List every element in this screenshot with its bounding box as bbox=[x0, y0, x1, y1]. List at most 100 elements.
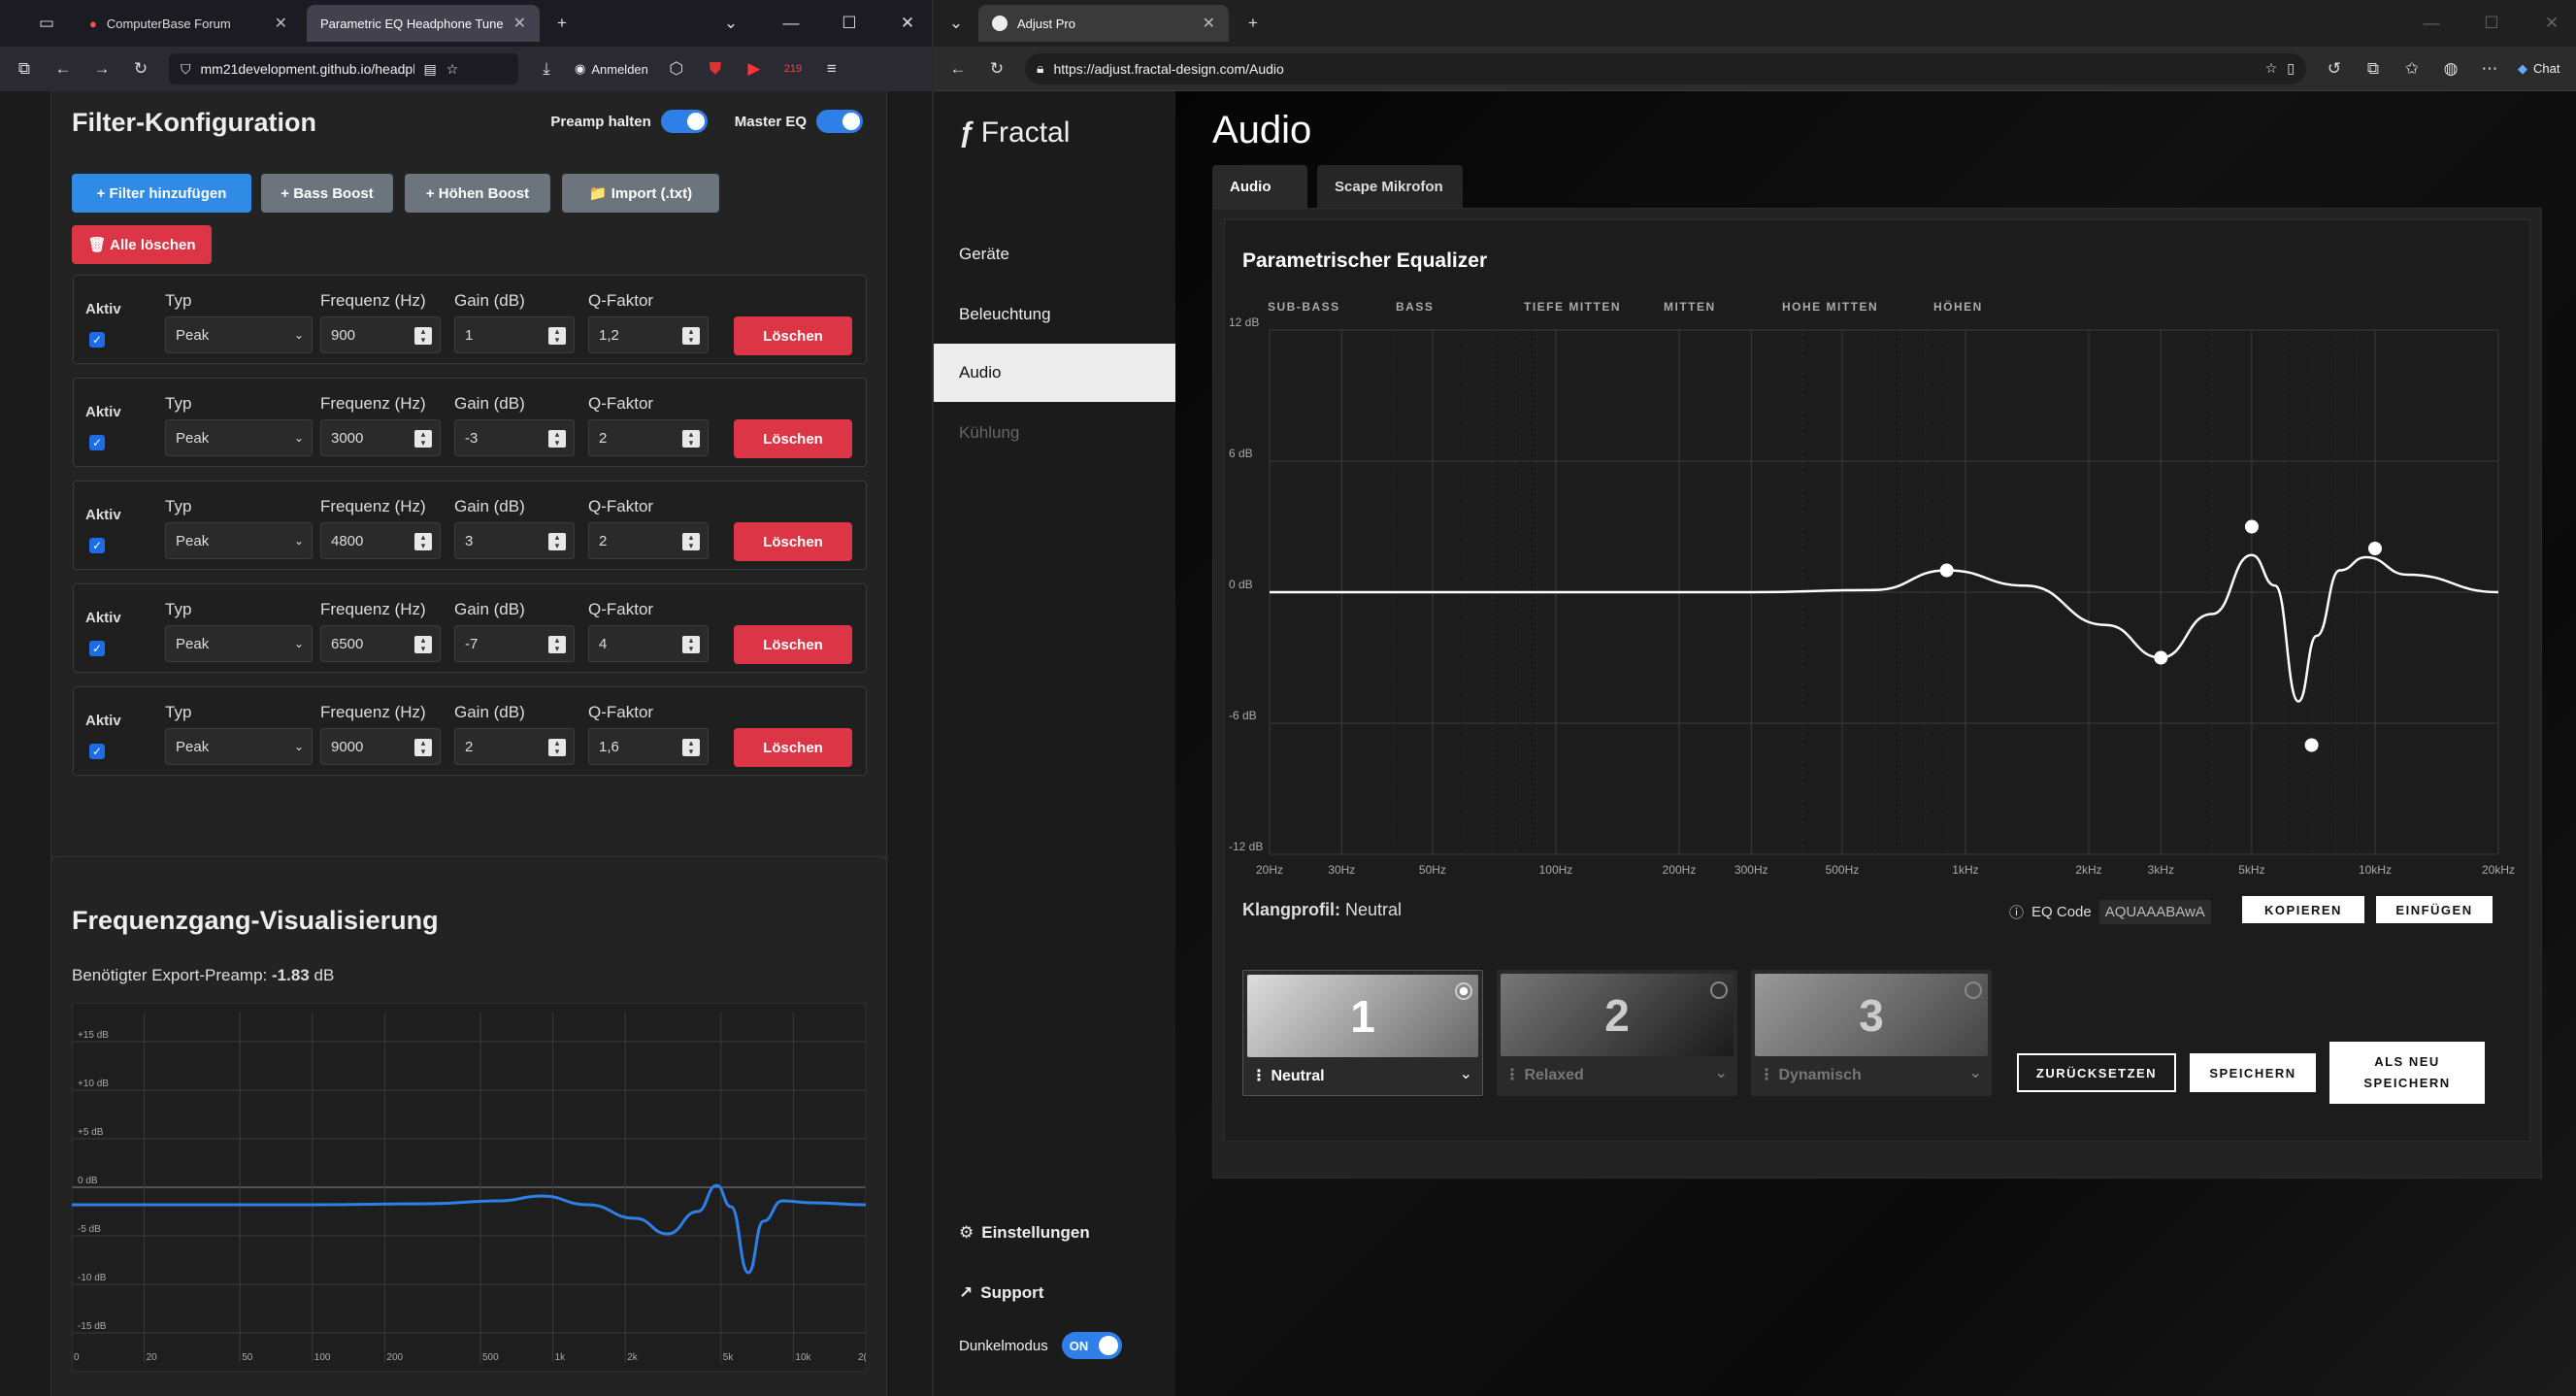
chevron-down-icon[interactable]: ⌄ bbox=[1459, 1066, 1472, 1082]
treble-boost-button[interactable]: + Höhen Boost bbox=[405, 174, 550, 213]
tab-eq-tuner[interactable]: Parametric EQ Headphone Tuner (Pl ✕ bbox=[307, 5, 540, 42]
close-window-icon[interactable]: ✕ bbox=[900, 14, 915, 32]
preset-card-2[interactable]: 2 ⋮ Relaxed ⌄ bbox=[1497, 970, 1737, 1096]
type-select[interactable]: Peak ⌄ bbox=[165, 316, 313, 353]
close-tab-icon[interactable]: ✕ bbox=[1202, 16, 1215, 32]
eq-chart[interactable]: 12 dB 6 dB 0 dB -6 dB -12 dB 20Hz 30Hz 50Hz 100H… bbox=[1225, 313, 2531, 876]
youtube-icon[interactable]: ▶ bbox=[747, 59, 761, 78]
freq-input[interactable]: 6500 ▴ ▾ bbox=[320, 625, 441, 662]
paste-button[interactable]: EINFÜGEN bbox=[2376, 896, 2493, 923]
type-select[interactable]: Peak ⌄ bbox=[165, 728, 313, 765]
eq-band-handle[interactable] bbox=[1939, 563, 1954, 578]
delete-filter-button[interactable]: Löschen bbox=[734, 419, 852, 458]
spinner-icon[interactable]: ▴ ▾ bbox=[682, 327, 700, 345]
active-checkbox[interactable]: ✓ bbox=[89, 332, 105, 348]
favorite-star-icon[interactable]: ☆ bbox=[2264, 60, 2278, 76]
spinner-icon[interactable]: ▴ ▾ bbox=[548, 739, 566, 756]
preset-3-radio[interactable] bbox=[1965, 981, 1982, 999]
spinner-icon[interactable]: ▴ ▾ bbox=[682, 636, 700, 653]
collections-icon[interactable]: ⧉ bbox=[2366, 58, 2380, 78]
new-tab-icon[interactable]: + bbox=[1248, 14, 1258, 32]
tab-list-icon[interactable]: ⌄ bbox=[723, 14, 739, 32]
favorites-icon[interactable]: ✩ bbox=[2404, 58, 2420, 78]
reload-icon[interactable]: ↻ bbox=[133, 59, 149, 78]
address-bar[interactable]: 🔒︎ https://adjust.fractal-design.com/Aud… bbox=[1025, 52, 2306, 84]
gain-input[interactable]: 3 ▴ ▾ bbox=[454, 522, 575, 559]
master-eq-toggle[interactable] bbox=[816, 110, 863, 133]
close-tab-icon[interactable]: ✕ bbox=[274, 16, 287, 32]
subtab-scape-mic[interactable]: Scape Mikrofon bbox=[1317, 165, 1463, 209]
spinner-icon[interactable]: ▴ ▾ bbox=[682, 430, 700, 448]
gain-input[interactable]: 1 ▴ ▾ bbox=[454, 316, 575, 353]
preamp-toggle[interactable] bbox=[660, 110, 708, 133]
freq-input[interactable]: 3000 ▴ ▾ bbox=[320, 419, 441, 456]
save-as-new-button[interactable]: ALS NEU SPEICHERN bbox=[2329, 1042, 2485, 1104]
delete-filter-button[interactable]: Löschen bbox=[734, 728, 852, 767]
chevron-down-icon[interactable]: ⌄ bbox=[1968, 1065, 1982, 1081]
q-input[interactable]: 1,2 ▴ ▾ bbox=[588, 316, 709, 353]
tab-actions-icon[interactable]: ⌄ bbox=[948, 14, 964, 32]
spinner-icon[interactable]: ▴ ▾ bbox=[548, 533, 566, 550]
q-input[interactable]: 1,6 ▴ ▾ bbox=[588, 728, 709, 765]
gain-input[interactable]: 2 ▴ ▾ bbox=[454, 728, 575, 765]
delete-filter-button[interactable]: Löschen bbox=[734, 522, 852, 561]
dark-mode-toggle[interactable]: ON bbox=[1061, 1332, 1122, 1359]
type-select[interactable]: Peak ⌄ bbox=[165, 625, 313, 662]
bass-boost-button[interactable]: + Bass Boost bbox=[261, 174, 393, 213]
maximize-icon[interactable]: ☐ bbox=[2484, 14, 2499, 32]
maximize-icon[interactable]: ☐ bbox=[842, 14, 857, 32]
sidebar-icon[interactable]: ⧉ bbox=[17, 59, 31, 78]
nav-item-audio[interactable]: Audio bbox=[934, 344, 1175, 402]
settings-link[interactable]: ⚙ Einstellungen bbox=[934, 1204, 1175, 1262]
tab-adjust-pro[interactable]: Adjust Pro ✕ bbox=[978, 5, 1229, 42]
menu-icon[interactable]: ≡ bbox=[826, 59, 837, 78]
active-checkbox[interactable]: ✓ bbox=[89, 435, 105, 450]
minimize-icon[interactable]: — bbox=[2423, 14, 2440, 32]
gain-input[interactable]: -3 ▴ ▾ bbox=[454, 419, 575, 456]
active-checkbox[interactable]: ✓ bbox=[89, 641, 105, 656]
minimize-icon[interactable]: — bbox=[782, 14, 800, 32]
subtab-audio[interactable]: Audio bbox=[1212, 165, 1307, 209]
freq-input[interactable]: 9000 ▴ ▾ bbox=[320, 728, 441, 765]
active-checkbox[interactable]: ✓ bbox=[89, 744, 105, 759]
type-select[interactable]: Peak ⌄ bbox=[165, 522, 313, 559]
back-icon[interactable]: ← bbox=[54, 59, 72, 78]
q-input[interactable]: 2 ▴ ▾ bbox=[588, 522, 709, 559]
new-tab-icon[interactable]: + bbox=[557, 14, 567, 32]
preset-1-radio[interactable] bbox=[1455, 982, 1472, 1000]
extension-icon[interactable]: ⬡ bbox=[669, 59, 684, 78]
refresh-extension-icon[interactable]: ↺ bbox=[2327, 58, 2342, 78]
profile-icon[interactable]: ◍ bbox=[2443, 58, 2459, 78]
spinner-icon[interactable]: ▴ ▾ bbox=[414, 533, 432, 550]
reader-icon[interactable]: ▤ bbox=[423, 60, 437, 77]
spinner-icon[interactable]: ▴ ▾ bbox=[682, 739, 700, 756]
tab-overview-icon[interactable]: ▭ bbox=[38, 14, 55, 32]
spinner-icon[interactable]: ▴ ▾ bbox=[548, 636, 566, 653]
spinner-icon[interactable]: ▴ ▾ bbox=[414, 636, 432, 653]
ublock-icon[interactable]: ⛊ bbox=[709, 59, 722, 78]
type-select[interactable]: Peak ⌄ bbox=[165, 419, 313, 456]
freq-input[interactable]: 4800 ▴ ▾ bbox=[320, 522, 441, 559]
close-tab-icon[interactable]: ✕ bbox=[512, 16, 526, 32]
close-window-icon[interactable]: ✕ bbox=[2544, 14, 2559, 32]
spinner-icon[interactable]: ▴ ▾ bbox=[414, 430, 432, 448]
reset-button[interactable]: ZURÜCKSETZEN bbox=[2017, 1053, 2176, 1092]
q-input[interactable]: 4 ▴ ▾ bbox=[588, 625, 709, 662]
spinner-icon[interactable]: ▴ ▾ bbox=[682, 533, 700, 550]
import-button[interactable]: 📁 Import (.txt) bbox=[562, 174, 719, 213]
eq-band-handle[interactable] bbox=[2367, 542, 2382, 555]
preset-2-radio[interactable] bbox=[1710, 981, 1728, 999]
nav-item-devices[interactable]: Geräte bbox=[959, 245, 1009, 263]
reload-icon[interactable]: ↻ bbox=[989, 58, 1005, 78]
address-bar[interactable]: ⛉ mm21development.github.io/headphon ▤ ☆ bbox=[169, 53, 518, 84]
eq-code-value[interactable]: AQUAAABAwA bbox=[2098, 900, 2211, 924]
eq-band-handle[interactable] bbox=[2154, 650, 2168, 665]
addon-badge[interactable]: 219 bbox=[783, 63, 803, 75]
delete-filter-button[interactable]: Löschen bbox=[734, 625, 852, 664]
forward-icon[interactable]: → bbox=[93, 59, 111, 78]
spinner-icon[interactable]: ▴ ▾ bbox=[548, 327, 566, 345]
preset-card-1[interactable]: 1 ⋮ Neutral ⌄ bbox=[1242, 970, 1483, 1096]
bookmark-star-icon[interactable]: ☆ bbox=[446, 60, 459, 77]
signin-button[interactable]: ◉ Anmelden bbox=[575, 61, 648, 77]
save-button[interactable]: SPEICHERN bbox=[2190, 1053, 2316, 1092]
